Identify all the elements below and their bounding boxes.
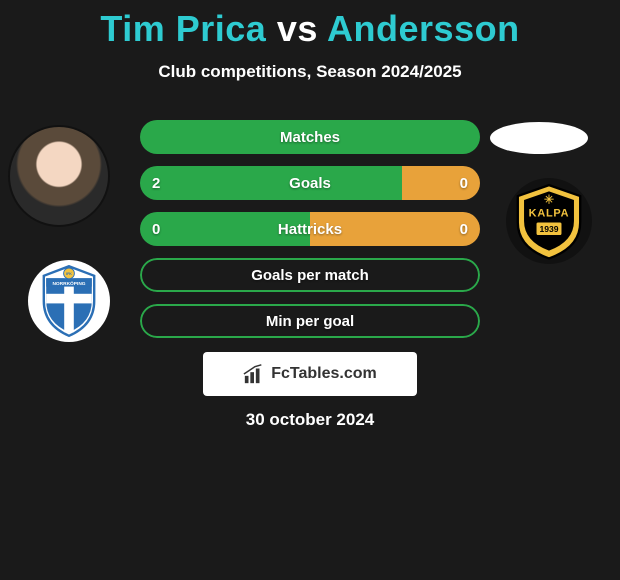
player1-name: Tim Prica xyxy=(100,8,266,49)
stat-label: Goals xyxy=(289,175,331,192)
stat-value-right: 0 xyxy=(448,166,480,200)
stat-value-left: 0 xyxy=(140,212,172,246)
page-title: Tim Prica vs Andersson xyxy=(0,0,620,50)
stat-label: Hattricks xyxy=(278,221,342,238)
svg-text:KALPA: KALPA xyxy=(529,207,570,219)
bar-chart-icon xyxy=(243,363,265,385)
norrkoping-shield-icon: NORRKÖPING IFK xyxy=(33,265,105,337)
stat-label: Min per goal xyxy=(266,313,354,330)
player2-name: Andersson xyxy=(327,8,520,49)
stat-value-left: 2 xyxy=(140,166,172,200)
svg-text:1939: 1939 xyxy=(539,224,558,234)
stat-fill-left xyxy=(140,166,402,200)
player2-club-badge: KALPA 1939 xyxy=(506,178,592,264)
vs-text: vs xyxy=(266,8,327,49)
subtitle: Club competitions, Season 2024/2025 xyxy=(0,62,620,82)
kalpa-shield-icon: KALPA 1939 xyxy=(510,182,588,260)
date: 30 october 2024 xyxy=(0,410,620,430)
stat-row-matches: Matches xyxy=(140,120,480,154)
fctables-logo: FcTables.com xyxy=(203,352,417,396)
stat-row-min-per-goal: Min per goal xyxy=(140,304,480,338)
player1-club-badge: NORRKÖPING IFK xyxy=(28,260,110,342)
stat-label: Matches xyxy=(280,129,340,146)
stat-row-hattricks: 0 0 Hattricks xyxy=(140,212,480,246)
stat-row-goals-per-match: Goals per match xyxy=(140,258,480,292)
player2-photo-placeholder xyxy=(490,122,588,154)
svg-text:IFK: IFK xyxy=(66,272,72,276)
player1-photo xyxy=(8,125,110,227)
stats-container: Matches 2 0 Goals 0 0 Hattricks Goals per match… xyxy=(140,120,480,338)
stat-row-goals: 2 0 Goals xyxy=(140,166,480,200)
fctables-text: FcTables.com xyxy=(271,365,377,383)
stat-label: Goals per match xyxy=(251,267,369,284)
stat-value-right: 0 xyxy=(448,212,480,246)
